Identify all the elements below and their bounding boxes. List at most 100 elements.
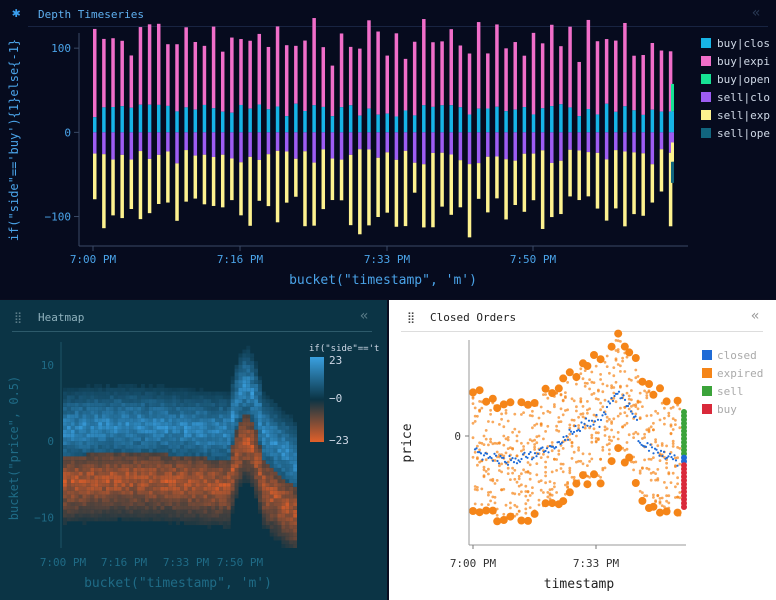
heat-cell [246, 410, 251, 415]
heat-cell [196, 365, 200, 369]
heat-cell [137, 445, 141, 449]
heat-cell [293, 415, 297, 419]
heat-cell [121, 399, 126, 404]
heat-cell [277, 410, 282, 415]
heat-cell [82, 429, 87, 434]
heat-cell [160, 467, 165, 472]
bar-buy-closed [586, 109, 591, 133]
bar-buy-closed [202, 104, 207, 133]
collapse-chevrons-icon[interactable]: « [360, 308, 369, 324]
heat-cell [109, 479, 114, 484]
heat-cell [144, 437, 149, 442]
expired-point [544, 393, 547, 396]
heat-cell [144, 395, 149, 400]
heat-cell [98, 464, 102, 468]
heat-cell [90, 445, 95, 449]
heat-cell [222, 403, 227, 407]
heat-cell [133, 437, 138, 442]
heat-cell [226, 521, 231, 526]
heat-cell [261, 406, 266, 411]
closed-point [676, 464, 679, 467]
heat-cell [113, 414, 118, 419]
heat-cell [141, 464, 145, 468]
heat-cell [125, 418, 130, 423]
heat-cell [183, 418, 188, 423]
heat-cell [238, 445, 243, 449]
heat-cell [122, 346, 126, 350]
heat-cell [270, 353, 274, 357]
heat-cell [207, 391, 212, 396]
depth-timeseries-panel: ✱ Depth Timeseries « 100 0 −100 7:00 PM 7:16… [0, 0, 776, 299]
heat-cell [137, 487, 141, 491]
expired-point [638, 471, 642, 475]
heat-cell [63, 452, 67, 457]
heat-cell [63, 506, 67, 510]
expired-point [522, 445, 525, 448]
heat-cell [176, 471, 180, 476]
expired-point [533, 424, 536, 427]
heat-cell [266, 361, 270, 365]
heat-cell [90, 380, 94, 384]
heat-cell [207, 521, 212, 526]
heat-cell [78, 460, 83, 465]
heat-cell [199, 509, 204, 514]
bar-buy-closed [412, 115, 417, 133]
heat-cell [230, 448, 235, 453]
heat-cell [207, 425, 212, 430]
expired-point [504, 437, 508, 441]
heat-cell [98, 410, 102, 415]
heat-cell [90, 448, 95, 453]
heat-cell [269, 445, 274, 449]
heat-cell [94, 346, 98, 350]
collapse-chevrons-icon[interactable]: « [751, 308, 760, 324]
heat-cell [242, 437, 247, 442]
expired-point [513, 427, 517, 431]
heat-cell [180, 403, 184, 407]
heat-cell [148, 403, 153, 407]
heat-cell [234, 425, 239, 430]
bar-buy-expired [156, 23, 161, 105]
heat-cell [250, 368, 255, 373]
closed-point [520, 457, 523, 461]
expired-point [645, 380, 653, 388]
heat-cell [277, 414, 282, 419]
drag-handle-icon[interactable]: ⣿ [407, 311, 416, 324]
expired-point [506, 466, 510, 470]
heat-cell [199, 494, 204, 499]
heat-cell [203, 448, 208, 453]
heat-cell [109, 490, 114, 495]
heat-cell [82, 448, 87, 453]
expired-point [528, 463, 532, 467]
expired-point [550, 449, 554, 453]
heat-cell [148, 391, 153, 396]
heat-cell [90, 425, 95, 430]
bar-buy-expired [614, 40, 618, 112]
heat-cell [148, 422, 153, 426]
heat-cell [70, 483, 75, 487]
heat-cell [66, 513, 71, 518]
collapse-chevrons-icon[interactable]: « [752, 5, 761, 21]
panel-title: Closed Orders [430, 311, 517, 324]
bar-sell-expired [440, 152, 444, 207]
heat-cell [63, 422, 67, 426]
heat-cell [191, 471, 196, 476]
heat-cell [168, 414, 173, 419]
heat-cell [129, 475, 134, 480]
closed-point [563, 438, 567, 442]
heat-cell [176, 395, 180, 400]
heat-cell [109, 456, 114, 461]
heat-cell [168, 365, 172, 369]
heat-cell [82, 517, 87, 522]
heat-cell [160, 517, 165, 522]
expired-point [671, 445, 675, 448]
heat-cell [70, 452, 75, 457]
expired-point [539, 424, 543, 427]
expired-point [641, 437, 644, 440]
drag-handle-icon[interactable]: ⣿ [14, 311, 23, 324]
bar-buy-expired [595, 41, 600, 115]
bar-buy-closed [614, 111, 618, 133]
expired-point [649, 478, 653, 482]
heat-cell [164, 406, 169, 411]
expired-point [627, 433, 631, 437]
heat-cell [289, 506, 294, 510]
